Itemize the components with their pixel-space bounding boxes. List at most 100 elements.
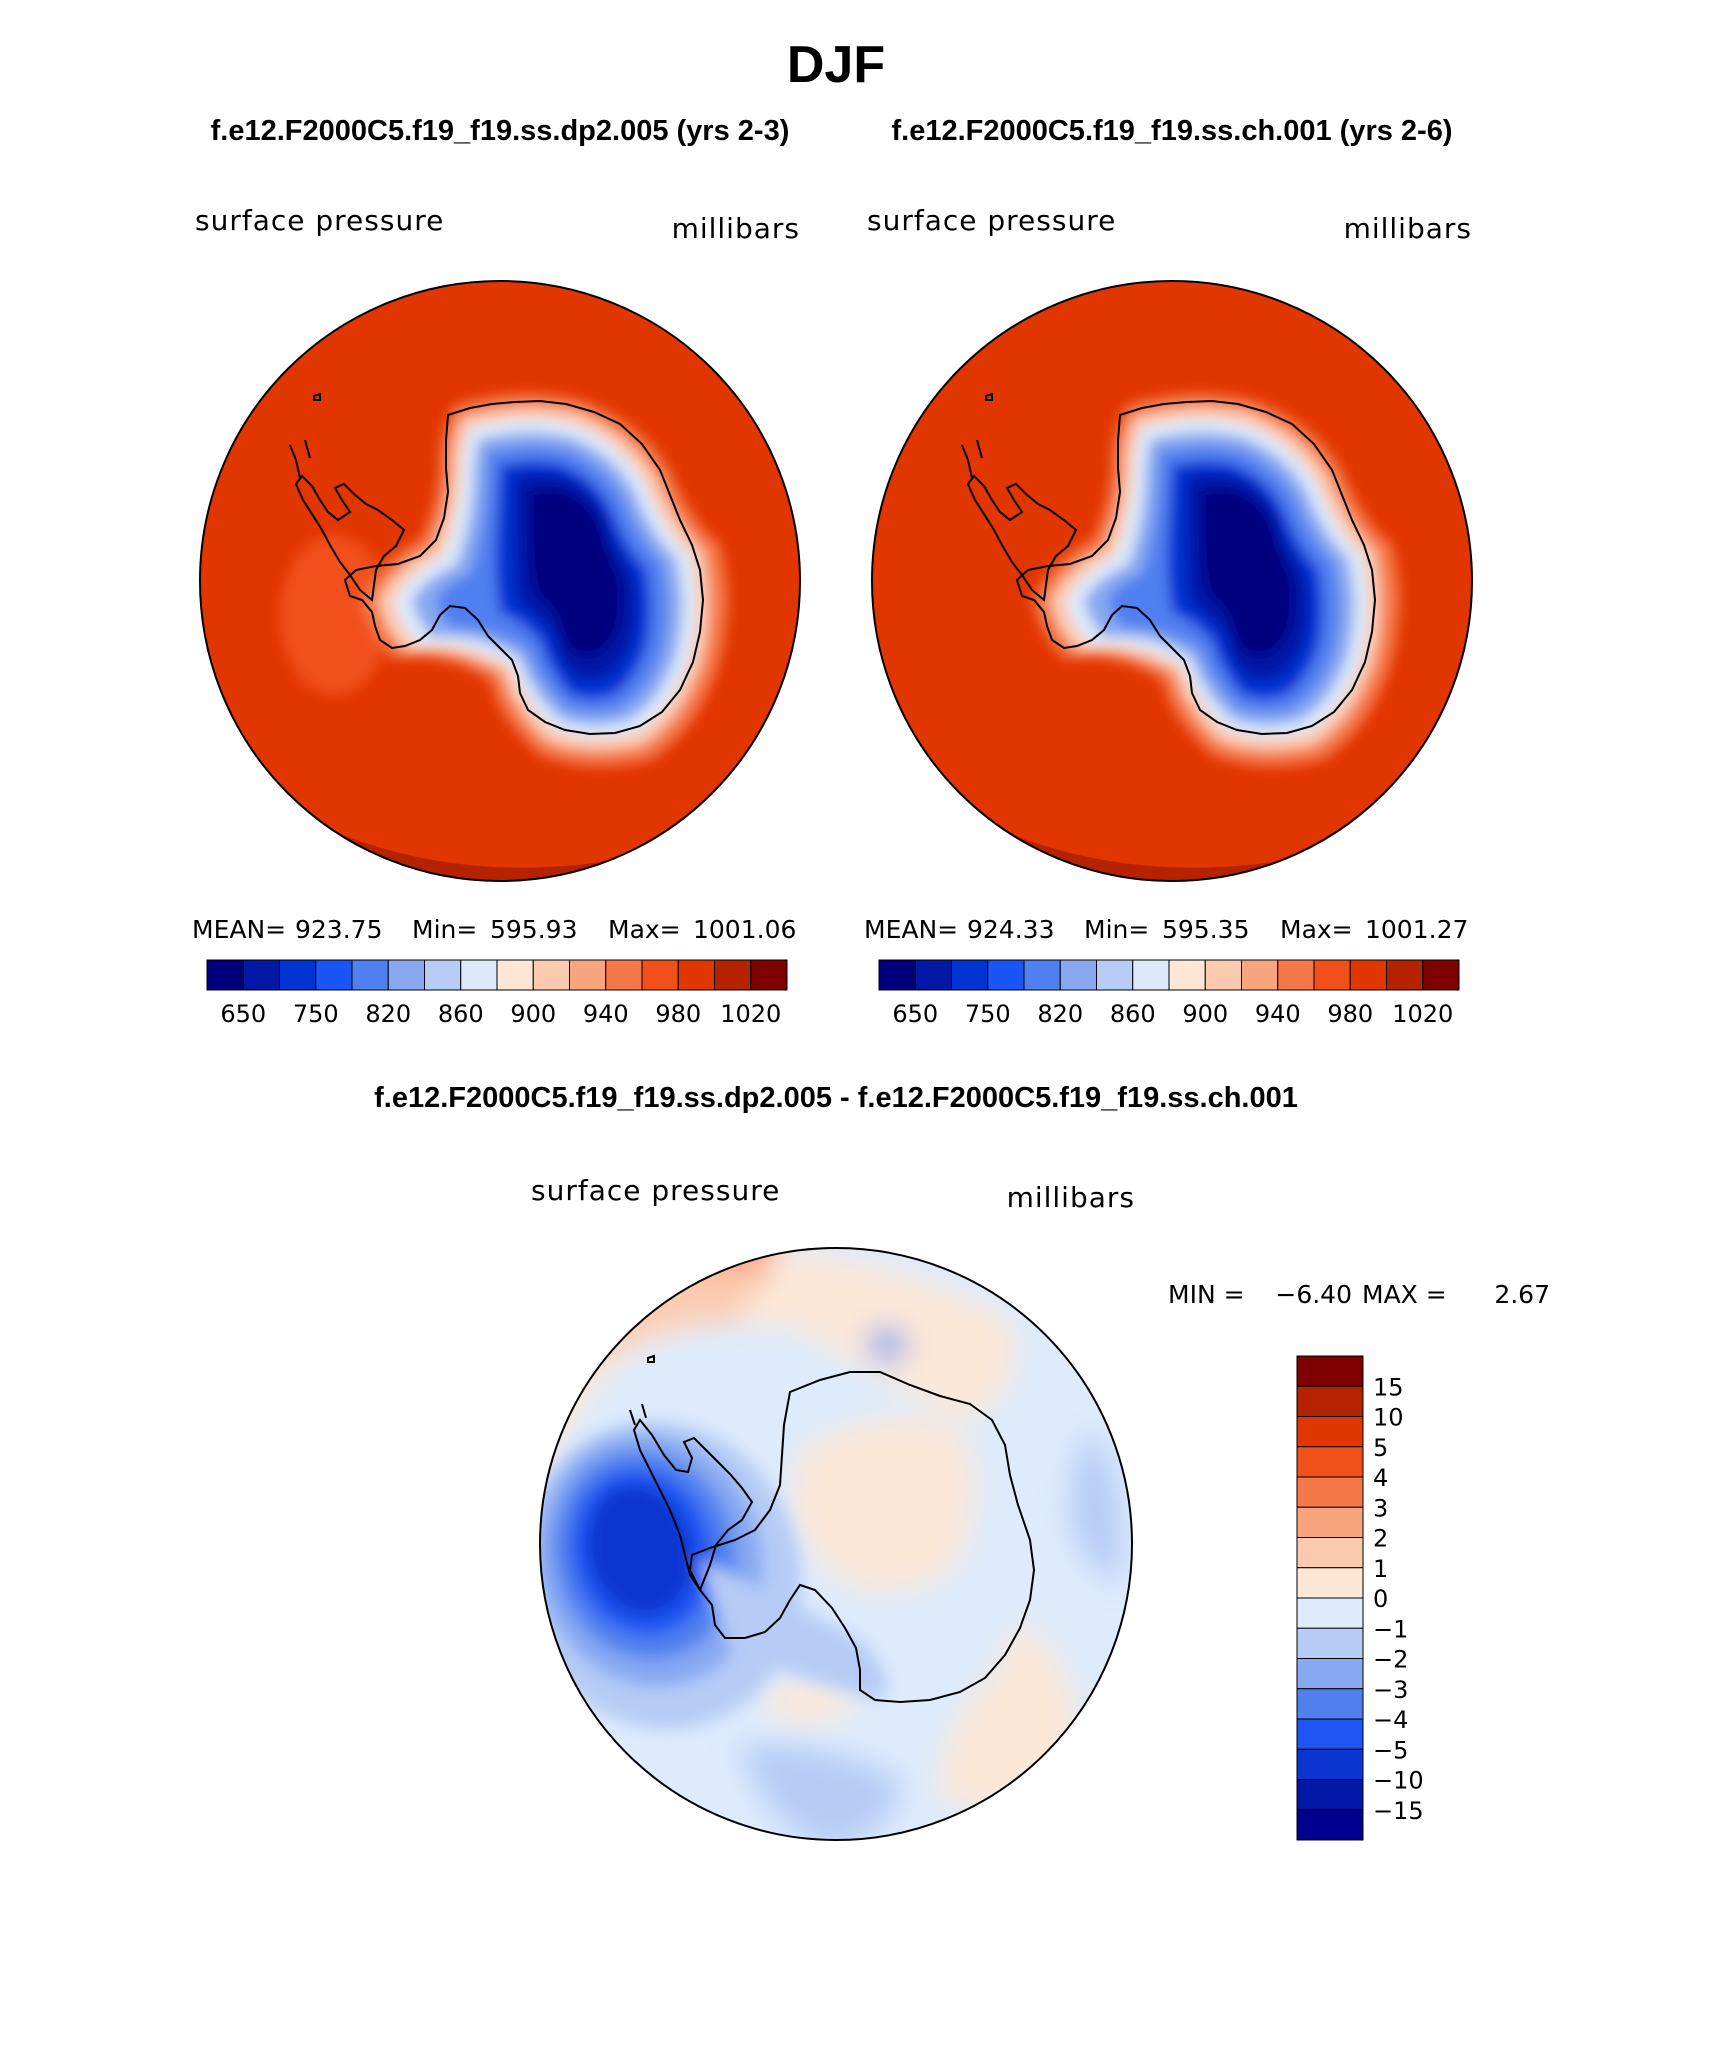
colorbar-tick-label: 10	[1373, 1404, 1404, 1432]
sub-antarctic-island	[313, 392, 321, 401]
colorbar-swatch	[1241, 959, 1279, 991]
max-label: Max=	[1280, 915, 1353, 944]
case-b-title: f.e12.F2000C5.f19_f19.ss.ch.001 (yrs 2-6…	[891, 115, 1452, 147]
mean-value: 923.75	[295, 915, 382, 944]
colorbar-tick-label: 980	[655, 1000, 701, 1028]
max-value: 1001.06	[693, 915, 796, 944]
panel-case-a: surface pressure millibars M	[192, 204, 801, 1028]
colorbar-tick-label: 650	[892, 1000, 938, 1028]
colorbar-tick-label: 860	[1110, 1000, 1156, 1028]
colorbar-swatch	[1313, 959, 1351, 991]
colorbar-tick-label: 1020	[720, 1000, 781, 1028]
antarctic-peninsula	[632, 1418, 754, 1593]
peninsula-islands	[289, 439, 311, 479]
colorbar-swatch	[496, 959, 534, 991]
units-label: millibars	[1007, 1181, 1135, 1214]
colorbar-tick-label: −2	[1373, 1646, 1408, 1674]
stats-line: MEAN= 923.75 Min= 595.93 Max= 1001.06	[192, 915, 796, 944]
colorbar-swatch	[641, 959, 679, 991]
colorbar-swatch	[206, 959, 244, 991]
colorbar-swatch	[569, 959, 607, 991]
colorbar-tick-label: −5	[1373, 1736, 1408, 1764]
colorbar-tick-label: 860	[438, 1000, 484, 1028]
colorbar-swatch	[1422, 959, 1460, 991]
colorbar-tick-label: −15	[1373, 1797, 1424, 1825]
colorbar-swatch	[1296, 1748, 1364, 1780]
peninsula-islands	[629, 1403, 647, 1426]
season-title: DJF	[787, 36, 885, 94]
mean-label: MEAN=	[192, 915, 286, 944]
variable-label: surface pressure	[867, 204, 1116, 237]
colorbar-swatch	[1296, 1718, 1364, 1750]
colorbar-swatch	[1296, 1416, 1364, 1448]
colorbar-tick-label: 15	[1373, 1373, 1404, 1401]
positive-interior	[790, 1418, 975, 1592]
colorbar-tick-label: 1020	[1392, 1000, 1453, 1028]
low-anomaly-arm	[700, 1560, 887, 1700]
colorbar-swatch	[1386, 959, 1424, 991]
colorbar-swatch	[279, 959, 317, 991]
case-a-title: f.e12.F2000C5.f19_f19.ss.dp2.005 (yrs 2-…	[211, 115, 790, 147]
units-label: millibars	[672, 212, 800, 245]
colorbar-swatch	[1132, 959, 1170, 991]
colorbar-tick-label: −3	[1373, 1676, 1408, 1704]
min-value: −6.40	[1275, 1280, 1352, 1309]
low-anomaly-minus5	[586, 1484, 694, 1616]
variable-label: surface pressure	[531, 1174, 780, 1207]
map-frame	[199, 280, 801, 882]
sub-antarctic-island	[647, 1354, 655, 1363]
max-label: Max=	[608, 915, 681, 944]
min-label: MIN =	[1168, 1280, 1245, 1309]
low-pressure-bay	[280, 535, 390, 695]
colorbar-swatch	[1349, 959, 1387, 991]
colorbar-swatch	[1296, 1446, 1364, 1478]
colorbar-tick-label: 650	[220, 1000, 266, 1028]
negative-east	[1070, 1430, 1122, 1580]
colorbar-tick-label: 4	[1373, 1464, 1388, 1492]
colorbar-tick-label: 900	[1182, 1000, 1228, 1028]
colorbar-swatch	[1204, 959, 1242, 991]
colorbar-swatch	[1296, 1627, 1364, 1659]
colorbar-case-a: 650 750 820 860 900 940 980 1020	[206, 959, 788, 1028]
colorbar-swatch	[532, 959, 570, 991]
colorbar-tick-label: 940	[1255, 1000, 1301, 1028]
negative-southwest	[740, 1744, 900, 1840]
colorbar-case-b: 650 750 820 860 900 940 980 1020	[878, 959, 1460, 1028]
min-label: Min=	[1084, 915, 1149, 944]
colorbar-swatch	[1296, 1809, 1364, 1841]
colorbar-tick-label: 980	[1327, 1000, 1373, 1028]
colorbar-tick-label: 940	[583, 1000, 629, 1028]
map-frame	[871, 280, 1473, 882]
units-label: millibars	[1344, 212, 1472, 245]
colorbar-swatch	[1296, 1688, 1364, 1720]
peninsula-islands	[961, 439, 983, 479]
colorbar-swatch	[750, 959, 788, 991]
max-label: MAX =	[1362, 1280, 1447, 1309]
colorbar-swatch	[677, 959, 715, 991]
min-max-readout: MIN = −6.40 MAX = 2.67	[1168, 1280, 1550, 1309]
colorbar-swatch	[1277, 959, 1315, 991]
colorbar-swatch	[242, 959, 280, 991]
negative-northeast-small	[870, 1327, 910, 1362]
map-frame	[539, 1247, 1133, 1841]
colorbar-tick-label: 3	[1373, 1494, 1388, 1522]
colorbar-tick-label: 750	[965, 1000, 1011, 1028]
mean-value: 924.33	[967, 915, 1054, 944]
panel-case-b: surface pressure millibars	[864, 204, 1473, 1028]
colorbar-tick-label: −10	[1373, 1767, 1424, 1795]
colorbar-swatch	[387, 959, 425, 991]
panel-difference: surface pressure millibars	[531, 1174, 1550, 1841]
difference-title: f.e12.F2000C5.f19_f19.ss.dp2.005 - f.e12…	[374, 1082, 1298, 1114]
max-value: 2.67	[1494, 1280, 1550, 1309]
colorbar-swatch	[424, 959, 462, 991]
colorbar-swatch	[987, 959, 1025, 991]
colorbar-tick-label: 2	[1373, 1525, 1388, 1553]
mean-label: MEAN=	[864, 915, 958, 944]
antarctic-peninsula	[294, 474, 406, 602]
colorbar-swatch	[1296, 1537, 1364, 1569]
positive-south-patch	[760, 1682, 860, 1723]
antarctica-coastline	[688, 1371, 1036, 1704]
map-case-a	[200, 281, 800, 881]
colorbar-swatch	[1296, 1476, 1364, 1508]
